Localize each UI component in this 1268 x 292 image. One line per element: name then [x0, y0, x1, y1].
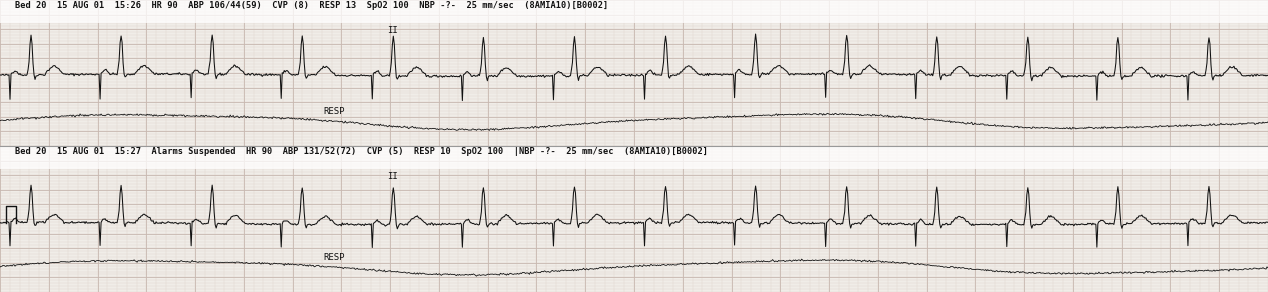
Text: II: II — [387, 172, 397, 181]
Text: Bed 20  15 AUG 01  15:27  Alarms Suspended  HR 90  ABP 131/52(72)  CVP (5)  RESP: Bed 20 15 AUG 01 15:27 Alarms Suspended … — [15, 147, 709, 156]
Text: RESP: RESP — [323, 253, 345, 263]
Bar — [0, 146, 1268, 169]
Bar — [0, 0, 1268, 23]
Text: RESP: RESP — [323, 107, 345, 117]
Text: II: II — [387, 26, 397, 35]
Text: Bed 20  15 AUG 01  15:26  HR 90  ABP 106/44(59)  CVP (8)  RESP 13  SpO2 100  NBP: Bed 20 15 AUG 01 15:26 HR 90 ABP 106/44(… — [15, 1, 609, 10]
